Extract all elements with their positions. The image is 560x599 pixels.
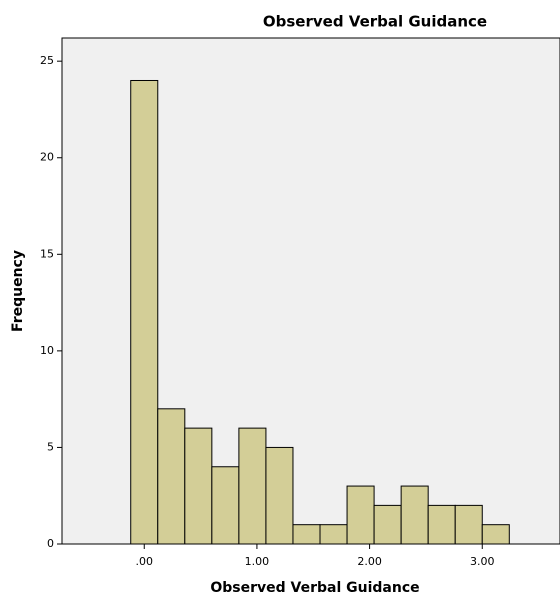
x-tick-label: .00 xyxy=(135,555,153,568)
bar xyxy=(130,79,159,545)
y-tick-label: 5 xyxy=(47,440,54,453)
x-tick-label: 3.00 xyxy=(470,555,495,568)
bar xyxy=(373,504,402,545)
bar xyxy=(265,446,294,545)
x-axis-title: Observed Verbal Guidance xyxy=(210,580,419,596)
bar xyxy=(157,408,186,545)
y-tick-label: 0 xyxy=(47,537,54,550)
y-tick-label: 15 xyxy=(40,247,54,260)
chart-title: Observed Verbal Guidance xyxy=(263,13,487,31)
y-tick-label: 25 xyxy=(40,54,54,67)
y-tick-label: 10 xyxy=(40,344,54,357)
bar xyxy=(184,427,213,545)
x-tick-label: 2.00 xyxy=(357,555,382,568)
x-tick-label: 1.00 xyxy=(245,555,270,568)
y-axis-title: Frequency xyxy=(10,250,26,332)
bar xyxy=(481,524,510,545)
bar xyxy=(346,485,375,545)
bar xyxy=(292,524,321,545)
bar xyxy=(211,466,240,545)
bar xyxy=(427,504,456,545)
bar xyxy=(319,524,348,545)
bar xyxy=(454,504,483,545)
bar xyxy=(400,485,429,545)
bar xyxy=(238,427,267,545)
y-tick-label: 20 xyxy=(40,151,54,164)
